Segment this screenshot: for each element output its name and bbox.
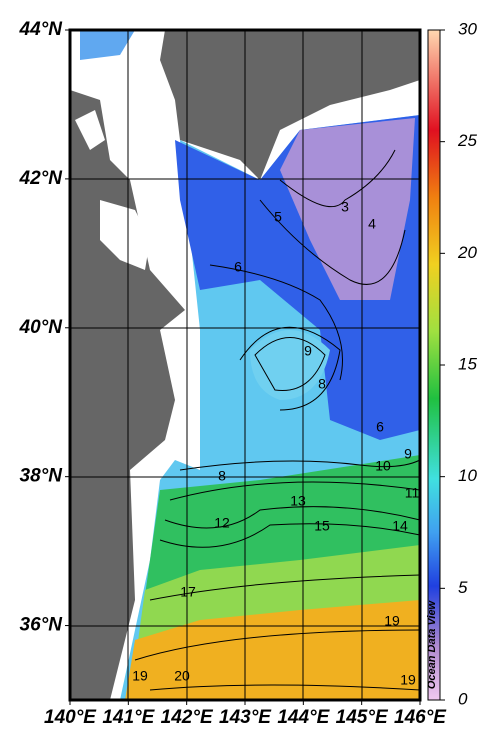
colorbar-label: 20 <box>457 243 477 262</box>
contour-label: 9 <box>404 446 412 462</box>
contour-label: 20 <box>174 668 190 684</box>
lon-label: 145°E <box>336 707 389 728</box>
lat-label: 38°N <box>20 466 64 487</box>
colorbar-label: 0 <box>458 689 468 708</box>
contour-label: 5 <box>274 209 282 225</box>
contour-label: 12 <box>214 515 230 531</box>
contour-label: 11 <box>405 485 420 501</box>
lon-label: 143°E <box>219 707 272 728</box>
contour-label: 6 <box>234 259 242 275</box>
colorbar-label: 30 <box>458 19 477 38</box>
colorbar-label: 25 <box>457 131 477 150</box>
lon-label: 141°E <box>102 707 155 728</box>
contour-label: 10 <box>375 458 391 474</box>
contour-label: 19 <box>132 668 148 684</box>
contour-label: 4 <box>368 216 376 232</box>
lat-label: 40°N <box>19 317 64 338</box>
map-field <box>68 28 422 702</box>
contour-label: 19 <box>400 672 416 688</box>
colorbar-label: 15 <box>458 354 477 373</box>
credit: Ocean Data View <box>426 599 438 689</box>
contour-label: 9 <box>304 343 312 359</box>
contour-label: 6 <box>376 419 384 435</box>
colorbar-label: 10 <box>458 466 477 485</box>
contour-label: 3 <box>341 199 349 215</box>
lat-label: 44°N <box>19 19 64 40</box>
contour-label: 14 <box>392 518 408 534</box>
lon-label: 140°E <box>44 707 97 728</box>
contour-label: 15 <box>314 518 330 534</box>
contour-label: 17 <box>180 584 196 600</box>
lon-label: 146°E <box>394 707 447 728</box>
lat-label: 36°N <box>20 615 64 636</box>
colorbar <box>427 29 441 701</box>
contour-label: 13 <box>290 493 306 509</box>
lon-label: 144°E <box>277 707 330 728</box>
contour-label: 8 <box>318 376 326 392</box>
colorbar-label: 5 <box>458 578 468 597</box>
lon-label: 142°E <box>161 707 214 728</box>
lat-label: 42°N <box>19 168 64 189</box>
contour-label: 19 <box>384 613 400 629</box>
contour-label: 8 <box>218 468 226 484</box>
